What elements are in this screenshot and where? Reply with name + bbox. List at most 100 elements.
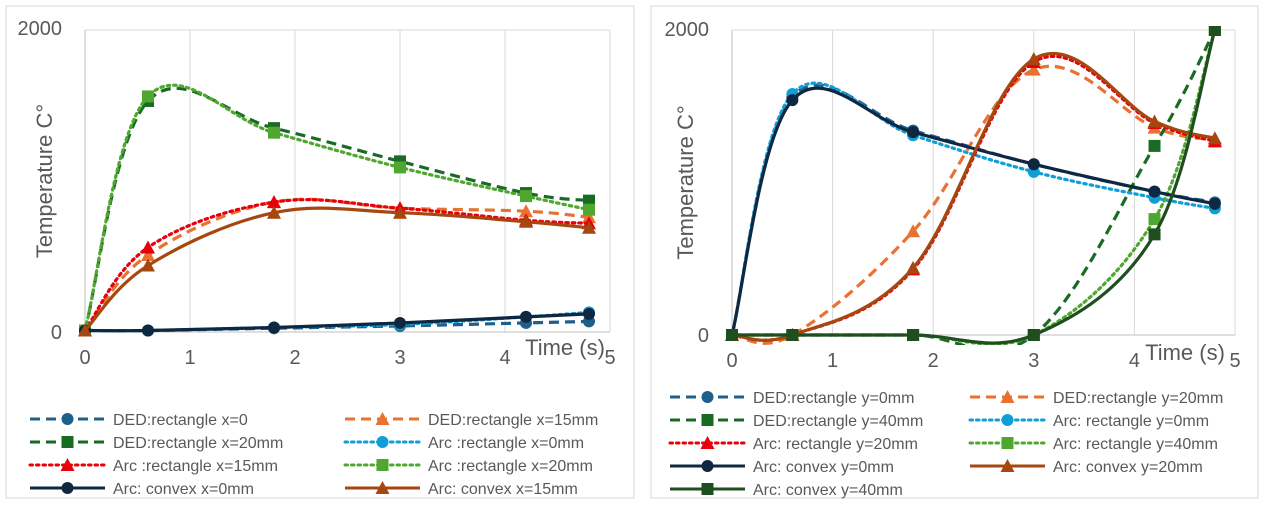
legend-item: DED:rectangle y=20mm	[970, 390, 1223, 407]
legend-swatch-marker	[61, 482, 74, 494]
legend-item: Arc :rectangle x=0mm	[343, 435, 584, 452]
y-axis-title: Temperature C°	[32, 104, 57, 258]
legend: DED:rectangle y=0mm DED:rectangle y=20mm D…	[668, 390, 1223, 499]
data-point	[268, 321, 280, 334]
x-tick-label: 5	[1229, 350, 1240, 372]
data-point	[1026, 51, 1041, 65]
legend-item: DED:rectangle x=20mm	[30, 435, 283, 452]
legend-swatch-marker	[700, 436, 715, 449]
legend-swatch-marker	[1000, 390, 1015, 403]
y-tick-label: 2000	[18, 18, 63, 40]
data-point	[520, 310, 532, 323]
data-point	[1148, 139, 1161, 152]
legend-item: Arc: convex x=15mm	[345, 481, 578, 498]
legend-swatch-marker	[701, 414, 714, 426]
legend-label: DED:rectangle y=20mm	[1053, 390, 1223, 407]
legend-label: Arc: convex y=0mm	[753, 459, 894, 476]
legend-item: Arc: convex y=20mm	[970, 459, 1203, 476]
x-axis-title: Time (s)	[1145, 340, 1225, 365]
x-tick-label: 4	[499, 347, 510, 369]
legend-swatch-marker	[1001, 437, 1014, 449]
panel-border	[5, 5, 635, 499]
data-point	[394, 316, 406, 329]
data-point	[267, 195, 281, 209]
data-point	[141, 247, 155, 261]
data-point	[726, 329, 738, 341]
plot-area	[78, 83, 596, 337]
data-point	[1148, 213, 1161, 226]
legend-item: Arc :rectangle x=15mm	[28, 458, 278, 475]
legend-label: Arc :rectangle x=15mm	[113, 458, 278, 475]
legend-swatch-marker	[701, 391, 714, 403]
data-point	[142, 90, 154, 103]
series-line	[730, 86, 1216, 336]
plot-area	[725, 26, 1222, 345]
data-point	[583, 194, 595, 207]
legend-item: Arc :rectangle x=20mm	[343, 458, 593, 475]
data-point	[519, 204, 533, 218]
data-point	[393, 205, 407, 219]
y-tick-label: 2000	[665, 19, 710, 41]
legend-swatch-marker	[375, 481, 390, 494]
legend-label: DED:rectangle x=0	[113, 412, 248, 429]
data-point	[141, 240, 155, 254]
data-point	[906, 260, 921, 274]
x-axis-title: Time (s)	[525, 335, 605, 360]
data-point	[582, 220, 596, 234]
data-point	[1148, 228, 1161, 241]
panel-border	[650, 5, 1259, 499]
data-point	[519, 214, 533, 228]
legend-item: Arc: rectangle y=0mm	[968, 413, 1209, 430]
data-point	[1208, 26, 1221, 36]
left-chart-panel: 0 1 2 3 4 5 0 2000 Temperature C° Time (s) DED:rec…	[5, 5, 635, 499]
legend-swatch-marker	[701, 460, 714, 472]
legend-label: DED:rectangle y=40mm	[753, 413, 923, 430]
legend-item: DED:rectangle x=15mm	[345, 412, 598, 429]
legend-swatch-marker	[1001, 414, 1014, 426]
x-tick-label: 1	[827, 350, 838, 372]
legend-item: Arc: rectangle y=20mm	[668, 436, 918, 453]
data-point	[1027, 329, 1040, 341]
data-point	[1026, 62, 1041, 76]
data-point	[583, 203, 595, 216]
data-point	[267, 205, 281, 219]
legend-swatch-marker	[61, 413, 74, 425]
legend-swatch-marker	[375, 412, 390, 425]
legend-swatch-marker	[1000, 459, 1015, 472]
legend-item: Arc: convex x=0mm	[30, 481, 254, 498]
y-tick-label: 0	[51, 322, 62, 344]
x-tick-label: 2	[928, 350, 939, 372]
data-point	[78, 323, 92, 337]
data-point	[906, 224, 921, 238]
x-tick-label: 4	[1129, 350, 1140, 372]
data-point	[1027, 158, 1040, 171]
legend-label: Arc: rectangle y=40mm	[1053, 436, 1218, 453]
legend-swatch-marker	[701, 483, 714, 495]
legend-label: Arc: convex y=20mm	[1053, 459, 1203, 476]
legend-label: Arc: convex x=15mm	[428, 481, 578, 498]
legend-swatch-marker	[61, 436, 74, 448]
legend-label: Arc :rectangle x=0mm	[428, 435, 584, 452]
data-point	[268, 126, 280, 139]
data-point	[583, 307, 595, 320]
legend-label: DED:rectangle y=0mm	[753, 390, 914, 407]
legend-item: Arc: rectangle y=40mm	[968, 436, 1218, 453]
y-tick-label: 0	[698, 325, 709, 347]
legend-swatch-marker	[60, 458, 75, 471]
legend-item: Arc: convex y=40mm	[670, 482, 903, 499]
x-tick-label: 3	[1028, 350, 1039, 372]
data-point	[1208, 197, 1221, 210]
legend-swatch-marker	[376, 436, 389, 448]
legend-item: DED:rectangle y=0mm	[670, 390, 914, 407]
data-point	[141, 258, 155, 272]
legend-label: Arc: rectangle y=20mm	[753, 436, 918, 453]
x-tick-label: 5	[604, 347, 615, 369]
series-8	[726, 26, 1221, 345]
data-point	[907, 329, 920, 341]
data-point	[1207, 131, 1222, 145]
series-7	[78, 205, 596, 337]
data-point	[1147, 114, 1162, 128]
data-point	[142, 324, 154, 337]
legend-swatch-marker	[376, 459, 389, 471]
